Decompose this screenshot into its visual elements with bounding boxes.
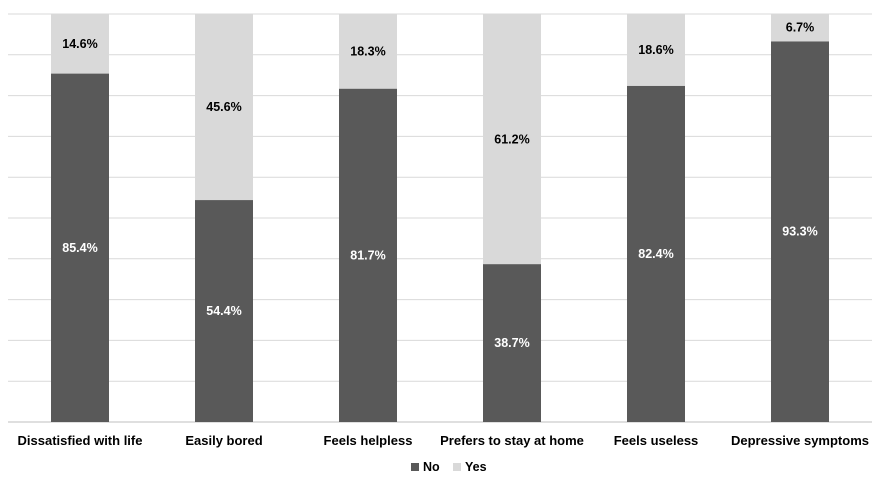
bar-yes-0	[51, 14, 109, 74]
bar-yes-3	[483, 14, 541, 265]
data-label-no-2: 81.7%	[350, 248, 385, 262]
bar-no-2	[339, 88, 397, 422]
category-label-5: Depressive symptoms	[731, 433, 869, 448]
data-label-yes-5: 6.7%	[786, 21, 815, 35]
data-label-yes-4: 18.6%	[638, 43, 673, 57]
bar-no-0	[51, 73, 109, 423]
data-label-yes-3: 61.2%	[494, 132, 529, 146]
data-label-yes-1: 45.6%	[206, 100, 241, 114]
data-label-no-0: 85.4%	[62, 241, 97, 255]
bar-yes-1	[195, 14, 253, 201]
legend-swatch-yes	[453, 463, 461, 471]
legend-label-no: No	[423, 460, 440, 474]
bar-yes-2	[339, 14, 397, 89]
data-label-yes-0: 14.6%	[62, 37, 97, 51]
bar-no-5	[771, 41, 829, 422]
category-label-2: Feels helpless	[324, 433, 413, 448]
category-label-4: Feels useless	[614, 433, 699, 448]
bar-yes-4	[627, 14, 685, 86]
data-label-no-5: 93.3%	[782, 225, 817, 239]
category-label-3: Prefers to stay at home	[440, 433, 584, 448]
data-label-no-4: 82.4%	[638, 247, 673, 261]
bar-yes-5	[771, 14, 829, 42]
legend-swatch-no	[411, 463, 419, 471]
data-label-yes-2: 18.3%	[350, 44, 385, 58]
data-label-no-1: 54.4%	[206, 304, 241, 318]
bar-no-3	[483, 264, 541, 422]
category-label-1: Easily bored	[185, 433, 262, 448]
bar-no-1	[195, 200, 253, 422]
bar-no-4	[627, 85, 685, 423]
category-label-0: Dissatisfied with life	[18, 433, 143, 448]
legend-label-yes: Yes	[465, 460, 487, 474]
data-label-no-3: 38.7%	[494, 336, 529, 350]
